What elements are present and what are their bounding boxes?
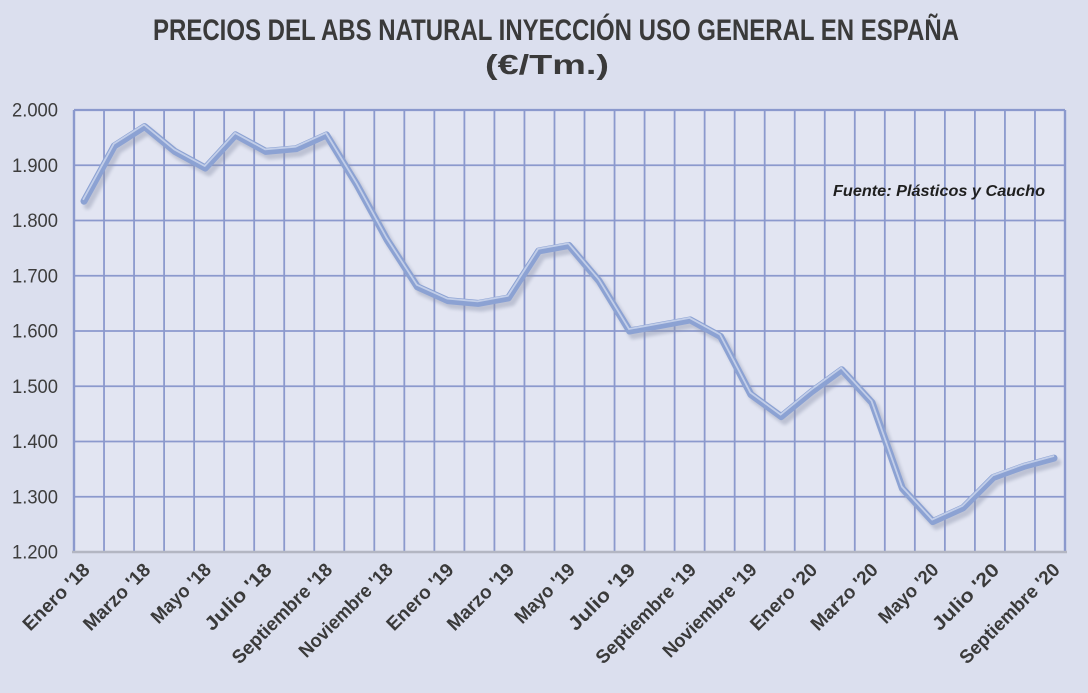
y-axis-label: 1.300 (12, 487, 58, 508)
chart-subtitle: (€/Tm.) (485, 49, 609, 80)
y-axis-label: 1.400 (12, 432, 58, 453)
y-axis-label: 1.900 (12, 156, 58, 177)
y-axis-labels: 2.000 1.900 1.800 1.700 1.600 1.500 1.400 1.300… (12, 101, 58, 564)
horizontal-gridlines (74, 108, 1065, 498)
y-axis-label: 1.500 (12, 377, 58, 398)
y-axis-label: 1.600 (12, 322, 58, 343)
y-axis-label: 2.000 (12, 101, 58, 122)
price-line-highlight (82, 123, 1055, 521)
y-axis-label: 1.800 (12, 211, 58, 232)
plot-layers: 2.000 1.900 1.800 1.700 1.600 1.500 1.400 1.300… (12, 101, 1067, 669)
y-axis-label: 1.700 (12, 266, 58, 287)
chart-title: PRECIOS DEL ABS NATURAL INYECCIÓN USO GE… (153, 13, 959, 47)
y-axis-label: 1.200 (12, 543, 58, 564)
source-note: Fuente: Plásticos y Caucho (833, 183, 1045, 200)
